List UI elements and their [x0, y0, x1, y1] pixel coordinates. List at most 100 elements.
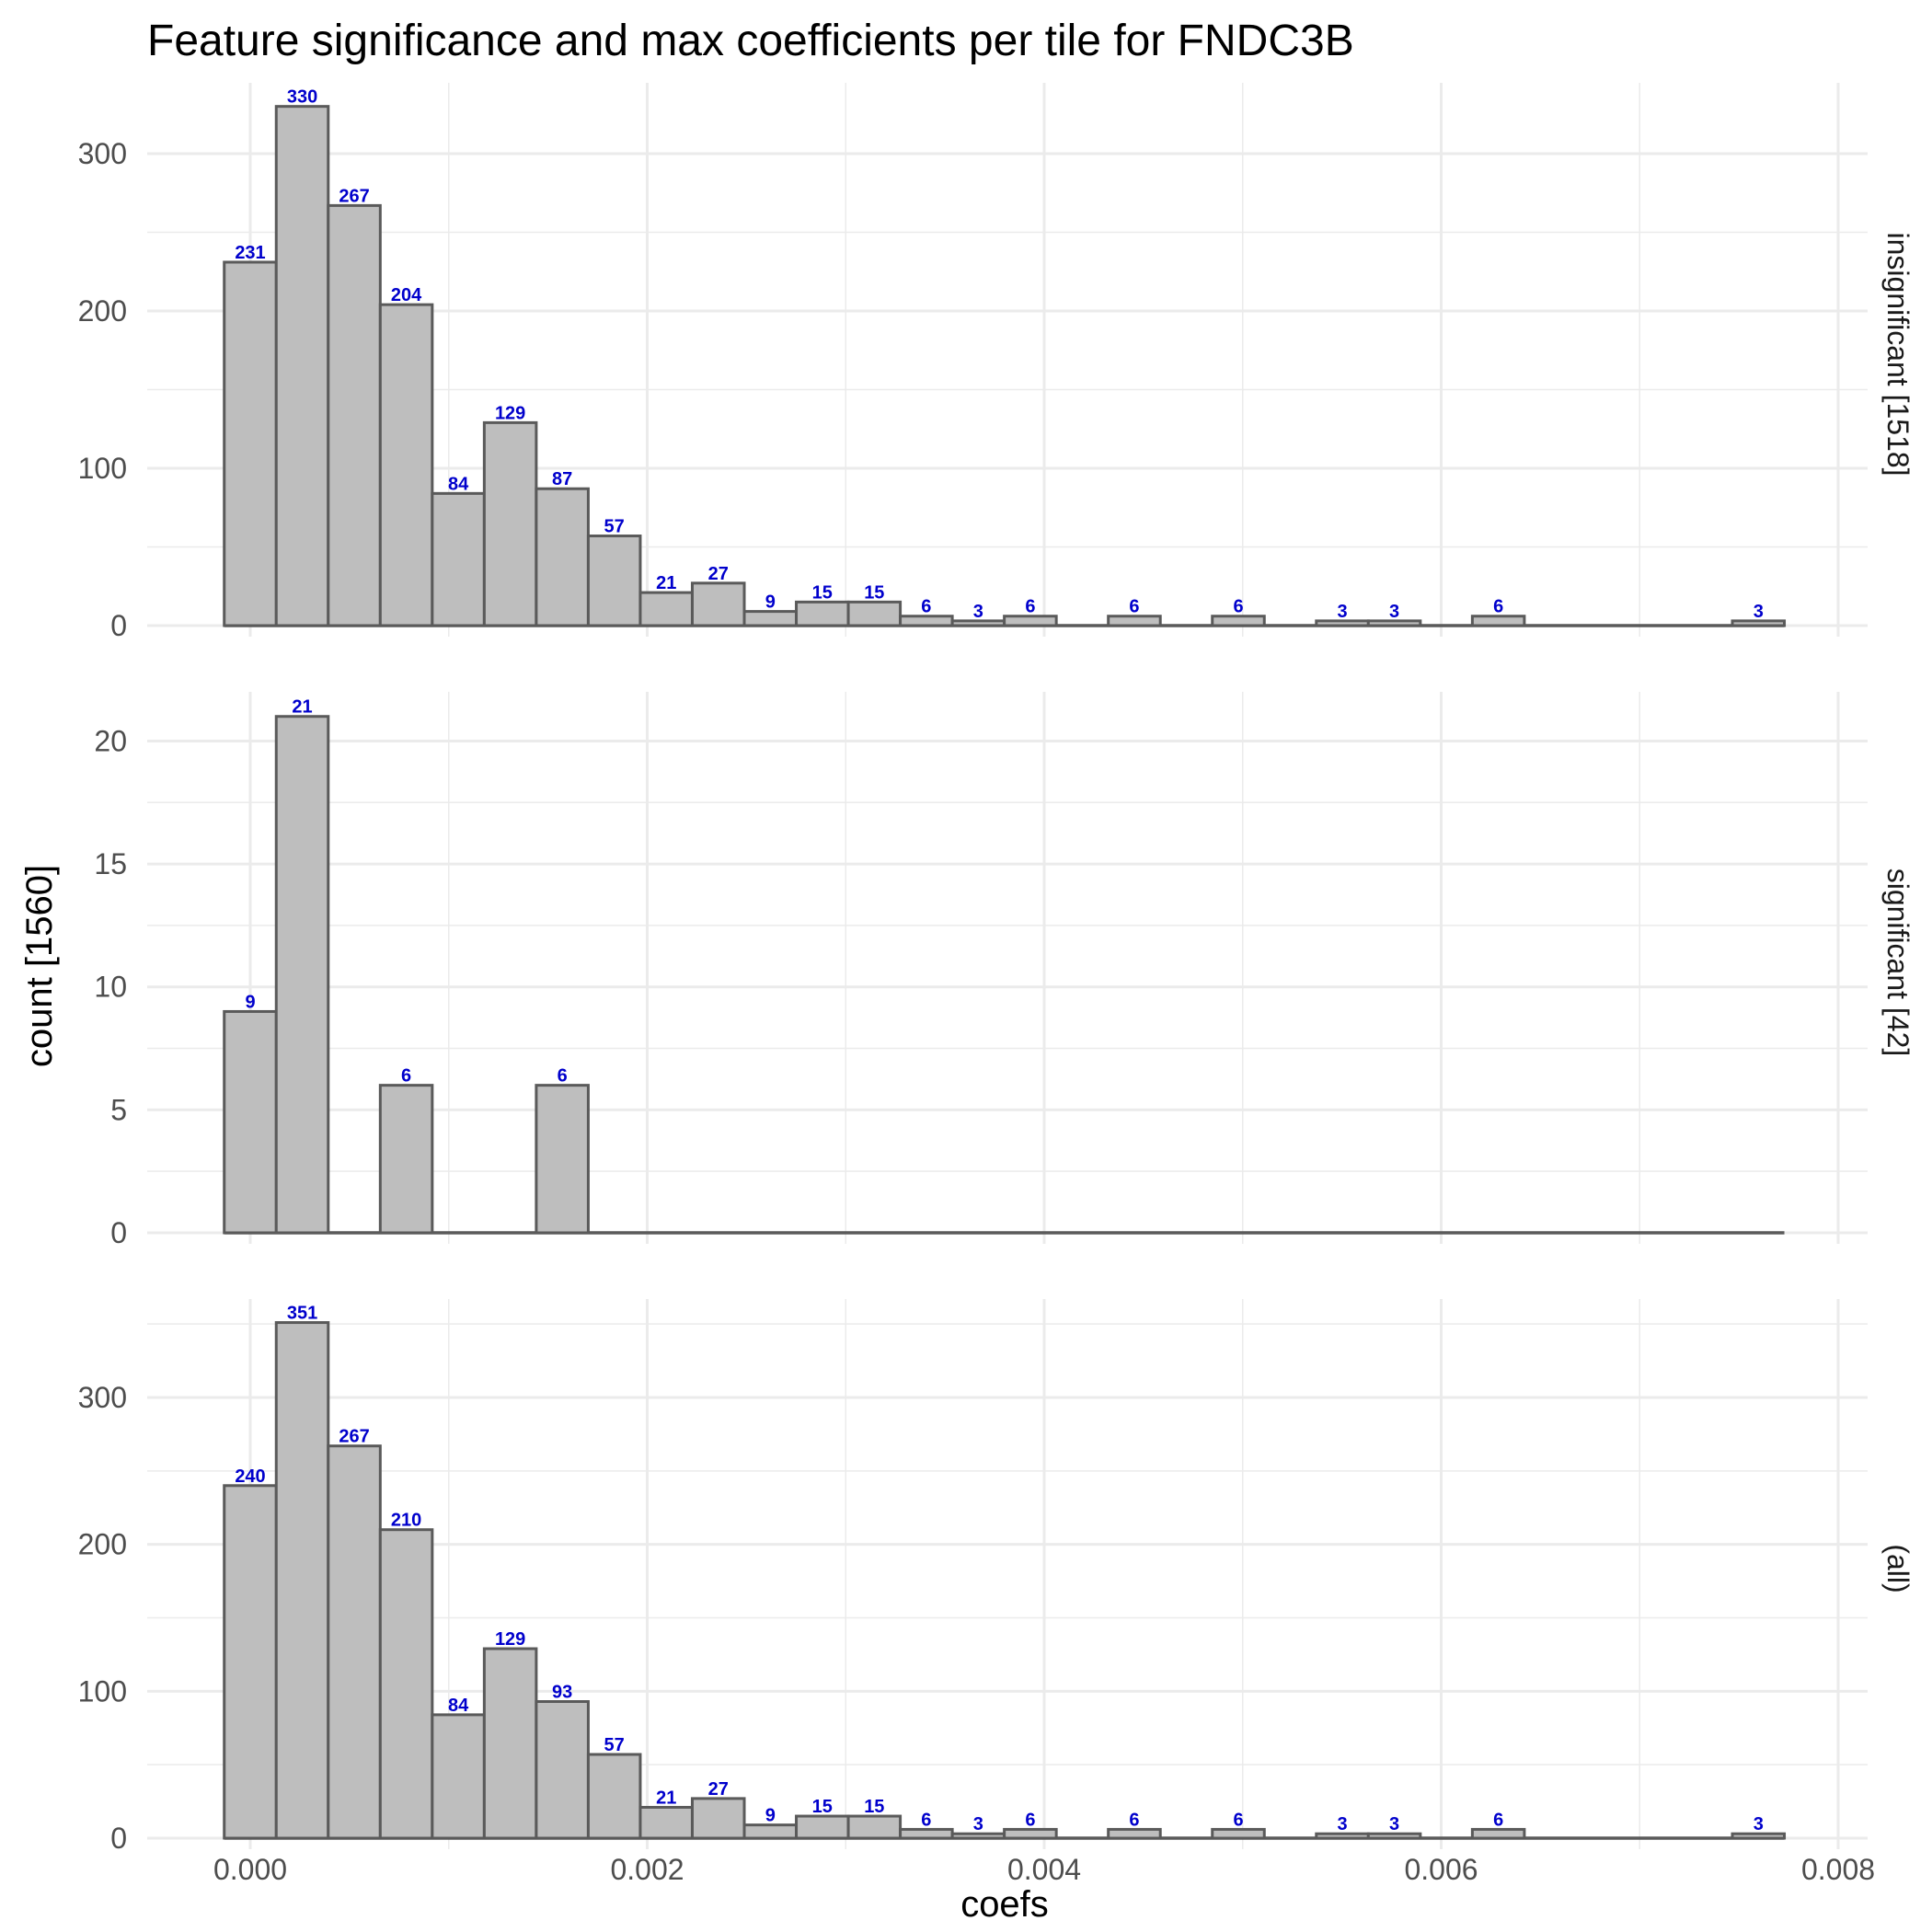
- histogram-bar: [1731, 619, 1787, 627]
- histogram-bar: [1470, 1827, 1526, 1840]
- chart-title: Feature significance and max coefficient…: [147, 17, 1354, 65]
- histogram-bar: [378, 1528, 434, 1840]
- histogram-bar: [327, 203, 382, 627]
- histogram-bar: [846, 600, 903, 627]
- histogram-bar: [795, 1814, 850, 1840]
- bar-count-label: 9: [765, 1806, 776, 1826]
- x-axis: 0.000 0.002 0.004 0.006 0.008: [213, 1853, 1875, 1886]
- histogram-bar: [1731, 1832, 1787, 1840]
- y-axis-title: count [1560]: [19, 865, 60, 1067]
- histogram-bar: [899, 1827, 954, 1840]
- histogram-bar: [742, 1823, 799, 1840]
- histogram-bar: [638, 1805, 694, 1840]
- bar-count-label: 15: [812, 582, 833, 603]
- y-tick-label: 200: [78, 294, 127, 328]
- bar-count-label: 15: [812, 1797, 833, 1817]
- histogram-bar: [1003, 615, 1058, 627]
- x-tick-label: 0.006: [1404, 1853, 1478, 1886]
- facet-panel-1: 0 100 200 300 231 330 267 204 84 129 87 57 21 27 9 15 15…: [78, 83, 1915, 642]
- x-tick-label: 0.004: [1007, 1853, 1081, 1886]
- bar-count-label: 6: [401, 1066, 411, 1087]
- bar-count-label: 6: [1129, 597, 1139, 617]
- histogram-bar: [690, 1797, 746, 1840]
- bar-count-label: 210: [391, 1511, 421, 1531]
- y-tick-label: 300: [78, 137, 127, 170]
- y-tick-label: 0: [110, 609, 127, 642]
- bar-count-label: 15: [864, 582, 884, 603]
- histogram-bar: [690, 581, 746, 627]
- histogram-bar: [846, 1814, 903, 1840]
- bar-count-label: 21: [656, 1788, 676, 1808]
- bar-count-label: 3: [1337, 1814, 1347, 1834]
- bar-count-label: 6: [1233, 1810, 1243, 1830]
- histogram-bar: [1366, 619, 1422, 627]
- histogram-bar: [223, 1484, 278, 1840]
- histogram-bar: [378, 303, 434, 627]
- bar-count-label: 240: [235, 1466, 265, 1487]
- bar-count-label: 15: [864, 1797, 884, 1817]
- histogram-bar: [378, 1084, 434, 1235]
- bar-count-label: 6: [921, 1810, 931, 1830]
- histogram-bar: [586, 535, 642, 627]
- bar-count-label: 3: [1754, 1814, 1764, 1834]
- bar-count-label: 6: [1129, 1810, 1139, 1830]
- bar-count-label: 330: [287, 87, 317, 108]
- histogram-bar: [899, 615, 954, 627]
- bar-count-label: 21: [656, 573, 676, 593]
- bar-count-label: 3: [1389, 602, 1399, 622]
- y-tick-label: 300: [78, 1381, 127, 1414]
- histogram-bar: [586, 1753, 642, 1840]
- histogram-bar: [327, 1444, 382, 1840]
- y-tick-label: 100: [78, 452, 127, 485]
- bar-count-label: 6: [1025, 1810, 1035, 1830]
- bar-count-label: 231: [235, 243, 265, 263]
- bar-count-label: 21: [292, 697, 312, 718]
- bar-count-label: 3: [973, 602, 983, 622]
- histogram-bar: [1211, 615, 1266, 627]
- facet-strip-label: significant [42]: [1881, 868, 1915, 1057]
- histogram-bar: [742, 610, 799, 627]
- histogram-bar: [1211, 1827, 1266, 1840]
- bar-count-label: 3: [1337, 602, 1347, 622]
- histogram-bar: [1107, 1827, 1162, 1840]
- bar-count-label: 93: [552, 1683, 572, 1703]
- bar-count-label: 6: [1493, 597, 1503, 617]
- x-tick-label: 0.008: [1801, 1853, 1875, 1886]
- bar-count-label: 84: [448, 474, 469, 494]
- histogram-bar: [482, 420, 538, 627]
- y-tick-label: 0: [110, 1822, 127, 1855]
- facet-strip-label: (all): [1881, 1544, 1915, 1593]
- bar-count-label: 267: [339, 1427, 369, 1447]
- histogram-bar: [274, 715, 330, 1235]
- bar-count-label: 57: [604, 1735, 625, 1755]
- histogram-bar: [223, 260, 278, 627]
- bar-count-label: 9: [245, 992, 255, 1012]
- bar-count-label: 204: [391, 285, 422, 305]
- histogram-bar: [431, 491, 486, 627]
- y-tick-label: 10: [94, 971, 127, 1004]
- bar-count-label: 27: [708, 1779, 729, 1800]
- bar-count-label: 57: [604, 517, 625, 537]
- facet-strip-label: insignificant [1518]: [1881, 232, 1915, 476]
- histogram-bar: [1107, 615, 1162, 627]
- bar-count-label: 87: [552, 469, 572, 489]
- histogram-bar: [274, 1321, 330, 1840]
- histogram-bar: [431, 1713, 486, 1840]
- y-tick-label: 200: [78, 1528, 127, 1561]
- bar-count-label: 6: [1233, 597, 1243, 617]
- histogram-bar: [638, 591, 694, 627]
- histogram-bar: [535, 487, 590, 627]
- histogram-bar: [223, 1009, 278, 1235]
- bar-count-label: 3: [1754, 602, 1764, 622]
- x-axis-title: coefs: [960, 1884, 1049, 1925]
- facet-panel-3: 0 100 200 300 240 351 267 210 84 129 93 57 21 27 9 15 15…: [78, 1299, 1915, 1855]
- histogram-bar: [795, 600, 850, 627]
- bar-count-label: 3: [1389, 1814, 1399, 1834]
- bar-count-label: 129: [495, 403, 525, 423]
- histogram-bar: [1366, 1832, 1422, 1840]
- bar-count-label: 129: [495, 1629, 525, 1650]
- histogram-bar: [535, 1700, 590, 1840]
- y-tick-label: 20: [94, 724, 127, 757]
